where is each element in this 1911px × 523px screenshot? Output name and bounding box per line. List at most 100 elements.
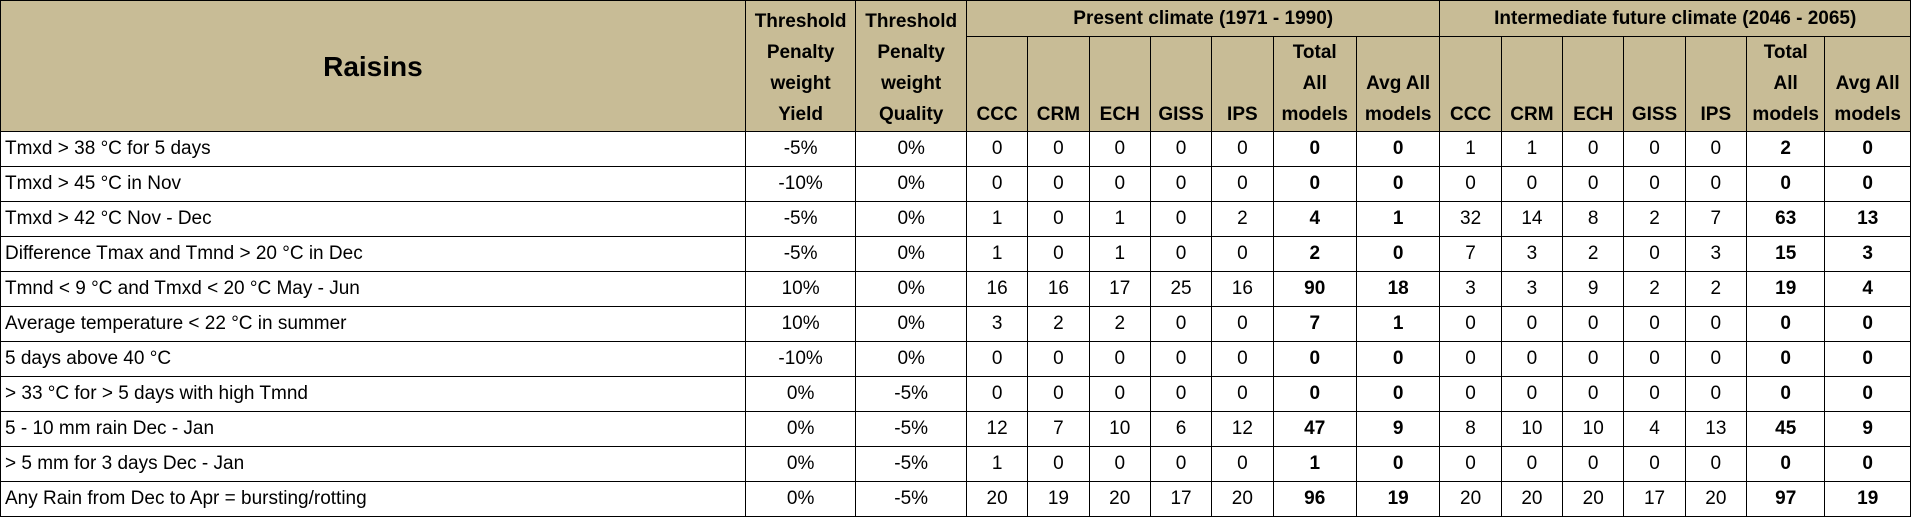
future-ips-cell: 13 bbox=[1684, 411, 1748, 447]
future-ips-cell: 0 bbox=[1684, 306, 1748, 342]
present-ccc-cell: 0 bbox=[965, 341, 1029, 377]
present-giss-header: GISS bbox=[1149, 36, 1213, 132]
future-ech-cell: 9 bbox=[1562, 271, 1625, 307]
quality-penalty-cell: 0% bbox=[855, 201, 967, 237]
present-crm-header: CRM bbox=[1027, 36, 1090, 132]
threshold-label: 5 days above 40 °C bbox=[0, 341, 746, 377]
yield-penalty-cell: -5% bbox=[744, 131, 857, 167]
present-ech-cell: 10 bbox=[1088, 411, 1151, 447]
present-avg-cell: 0 bbox=[1355, 376, 1441, 412]
quality-penalty-cell: 0% bbox=[855, 166, 967, 202]
present-ccc-cell: 0 bbox=[965, 376, 1029, 412]
present-total-cell: 2 bbox=[1272, 236, 1357, 272]
present-ech-cell: 1 bbox=[1088, 236, 1151, 272]
present-avg-cell: 0 bbox=[1355, 236, 1441, 272]
quality-penalty-cell: -5% bbox=[855, 446, 967, 482]
future-ips-cell: 20 bbox=[1684, 481, 1748, 517]
present-crm-cell: 0 bbox=[1027, 341, 1090, 377]
table-row: Tmnd < 9 °C and Tmxd < 20 °C May - Jun 10… bbox=[0, 271, 1911, 307]
present-ccc-cell: 12 bbox=[965, 411, 1029, 447]
present-giss-cell: 17 bbox=[1149, 481, 1213, 517]
table-body: Tmxd > 38 °C for 5 days -5% 0% 0 0 0 0 0 0 0 1 1 0 0 0… bbox=[0, 131, 1911, 517]
future-crm-cell: 3 bbox=[1500, 236, 1564, 272]
future-ccc-cell: 0 bbox=[1439, 166, 1502, 202]
future-giss-cell: 0 bbox=[1623, 236, 1686, 272]
present-giss-cell: 0 bbox=[1149, 201, 1213, 237]
future-crm-cell: 14 bbox=[1500, 201, 1564, 237]
present-total-cell: 90 bbox=[1272, 271, 1357, 307]
future-ips-cell: 0 bbox=[1684, 166, 1748, 202]
future-avg-header: Avg All models bbox=[1824, 36, 1911, 132]
future-crm-cell: 0 bbox=[1500, 166, 1564, 202]
future-ech-cell: 0 bbox=[1562, 341, 1625, 377]
present-giss-cell: 0 bbox=[1149, 166, 1213, 202]
present-crm-cell: 0 bbox=[1027, 131, 1090, 167]
future-total-cell: 0 bbox=[1745, 166, 1826, 202]
present-giss-cell: 0 bbox=[1149, 306, 1213, 342]
present-ips-header: IPS bbox=[1211, 36, 1274, 132]
future-ips-cell: 7 bbox=[1684, 201, 1748, 237]
future-avg-cell: 0 bbox=[1824, 446, 1911, 482]
future-ips-header: IPS bbox=[1684, 36, 1748, 132]
future-ccc-cell: 0 bbox=[1439, 341, 1502, 377]
future-avg-cell: 0 bbox=[1824, 306, 1911, 342]
present-crm-cell: 19 bbox=[1027, 481, 1090, 517]
present-ech-cell: 0 bbox=[1088, 166, 1151, 202]
future-avg-cell: 0 bbox=[1824, 166, 1911, 202]
future-giss-cell: 0 bbox=[1623, 446, 1686, 482]
future-ips-cell: 0 bbox=[1684, 446, 1748, 482]
future-giss-cell: 17 bbox=[1623, 481, 1686, 517]
threshold-label: Tmxd > 45 °C in Nov bbox=[0, 166, 746, 202]
yield-penalty-cell: 0% bbox=[744, 481, 857, 517]
present-crm-cell: 0 bbox=[1027, 376, 1090, 412]
present-crm-cell: 16 bbox=[1027, 271, 1090, 307]
future-total-cell: 19 bbox=[1745, 271, 1826, 307]
future-avg-cell: 4 bbox=[1824, 271, 1911, 307]
present-ccc-cell: 3 bbox=[965, 306, 1029, 342]
present-ccc-cell: 1 bbox=[965, 236, 1029, 272]
quality-penalty-cell: -5% bbox=[855, 481, 967, 517]
future-ccc-cell: 8 bbox=[1439, 411, 1502, 447]
present-ech-cell: 0 bbox=[1088, 446, 1151, 482]
future-avg-cell: 0 bbox=[1824, 376, 1911, 412]
future-avg-cell: 0 bbox=[1824, 131, 1911, 167]
table-row: 5 - 10 mm rain Dec - Jan 0% -5% 12 7 10 6 12 47 9… bbox=[0, 411, 1911, 447]
future-total-cell: 15 bbox=[1745, 236, 1826, 272]
future-ips-cell: 3 bbox=[1684, 236, 1748, 272]
present-ips-cell: 2 bbox=[1211, 201, 1274, 237]
present-avg-cell: 19 bbox=[1355, 481, 1441, 517]
present-avg-cell: 18 bbox=[1355, 271, 1441, 307]
present-ips-cell: 0 bbox=[1211, 236, 1274, 272]
quality-penalty-cell: 0% bbox=[855, 306, 967, 342]
present-avg-cell: 1 bbox=[1355, 306, 1441, 342]
yield-penalty-cell: -10% bbox=[744, 166, 857, 202]
present-total-cell: 4 bbox=[1272, 201, 1357, 237]
future-crm-header: CRM bbox=[1500, 36, 1564, 132]
future-total-cell: 0 bbox=[1745, 306, 1826, 342]
future-crm-cell: 1 bbox=[1500, 131, 1564, 167]
yield-penalty-cell: 0% bbox=[744, 446, 857, 482]
future-ips-cell: 0 bbox=[1684, 376, 1748, 412]
future-ccc-cell: 0 bbox=[1439, 376, 1502, 412]
future-avg-cell: 13 bbox=[1824, 201, 1911, 237]
table-header: Raisins Threshold Penalty weight Yield T… bbox=[0, 0, 1911, 132]
future-ccc-cell: 32 bbox=[1439, 201, 1502, 237]
threshold-label: Tmxd > 38 °C for 5 days bbox=[0, 131, 746, 167]
quality-penalty-cell: 0% bbox=[855, 131, 967, 167]
future-ccc-cell: 7 bbox=[1439, 236, 1502, 272]
future-ech-cell: 0 bbox=[1562, 376, 1625, 412]
threshold-label: 5 - 10 mm rain Dec - Jan bbox=[0, 411, 746, 447]
future-giss-cell: 4 bbox=[1623, 411, 1686, 447]
future-giss-cell: 2 bbox=[1623, 201, 1686, 237]
present-ips-cell: 0 bbox=[1211, 376, 1274, 412]
yield-penalty-cell: 0% bbox=[744, 411, 857, 447]
present-crm-cell: 0 bbox=[1027, 201, 1090, 237]
present-crm-cell: 0 bbox=[1027, 446, 1090, 482]
present-giss-cell: 0 bbox=[1149, 446, 1213, 482]
future-giss-cell: 2 bbox=[1623, 271, 1686, 307]
future-crm-cell: 3 bbox=[1500, 271, 1564, 307]
future-total-cell: 63 bbox=[1745, 201, 1826, 237]
future-giss-cell: 0 bbox=[1623, 341, 1686, 377]
present-avg-cell: 1 bbox=[1355, 201, 1441, 237]
future-ech-cell: 0 bbox=[1562, 306, 1625, 342]
